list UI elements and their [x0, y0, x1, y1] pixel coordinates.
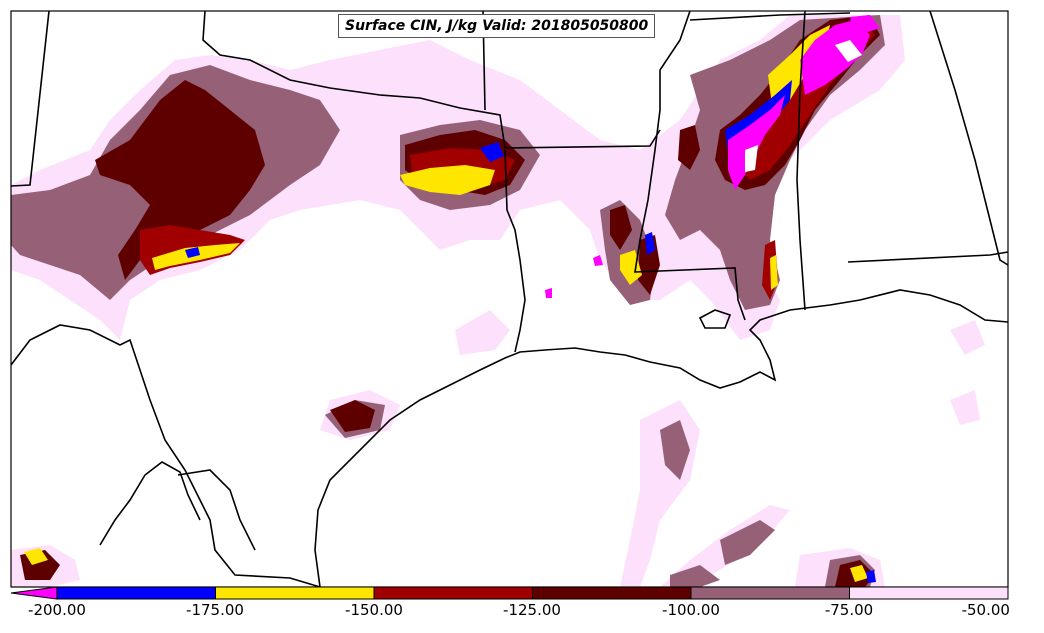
- colorbar-label: -200.00: [28, 601, 86, 619]
- boundary-al-ga: [929, 10, 1009, 266]
- colorbar-segment-mauve: [690, 586, 850, 600]
- colorbar-segment-yellow: [215, 586, 375, 600]
- boundary-ms-al: [796, 10, 806, 311]
- coastline-islands: [698, 309, 732, 329]
- colorbar-label: -75.00: [824, 601, 874, 619]
- colorbar-segment-dark-red: [532, 586, 692, 600]
- boundary-tx-la: [504, 149, 526, 353]
- colorbar: [10, 586, 1009, 600]
- colorbar-label: -50.00: [961, 601, 1010, 619]
- colorbar-extend-triangle: [10, 586, 58, 600]
- boundary-la-ms: [634, 10, 746, 321]
- cin-holes: [745, 40, 862, 172]
- boundaries: [10, 10, 1009, 588]
- colorbar-label: -125.00: [503, 601, 561, 619]
- colorbar-segment-red: [373, 586, 533, 600]
- colorbar-label: -100.00: [662, 601, 720, 619]
- colorbar-segment-pink: [849, 586, 1009, 600]
- boundary-ok-ks: [202, 10, 506, 149]
- boundary-mexico-state-1: [99, 461, 201, 546]
- colorbar-label: -175.00: [186, 601, 244, 619]
- boundary-tx-nm: [10, 10, 50, 187]
- boundary-top: [689, 12, 851, 21]
- boundary-al-fl: [847, 251, 1009, 263]
- boundary-rio-grande: [10, 324, 321, 588]
- boundary-mexico-state-2: [177, 469, 256, 551]
- colorbar-segment-blue: [56, 586, 216, 600]
- map-title: Surface CIN, J/kg Valid: 201805050800: [338, 14, 656, 38]
- cin-field: [11, 15, 985, 587]
- coastline: [314, 289, 1009, 588]
- colorbar-label: -150.00: [345, 601, 403, 619]
- cin-band-magenta: [545, 15, 880, 298]
